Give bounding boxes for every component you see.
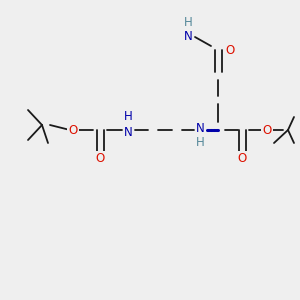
Text: O: O: [262, 124, 272, 136]
Text: O: O: [68, 124, 78, 136]
Text: H: H: [196, 136, 204, 149]
Text: O: O: [95, 152, 105, 164]
Text: O: O: [237, 152, 247, 164]
Text: H: H: [124, 110, 132, 124]
Text: N: N: [124, 125, 132, 139]
Text: O: O: [225, 44, 235, 56]
Text: N: N: [196, 122, 204, 134]
Text: H: H: [184, 16, 192, 29]
Text: N: N: [196, 122, 204, 134]
Text: H: H: [196, 136, 204, 149]
Text: N: N: [184, 31, 192, 44]
